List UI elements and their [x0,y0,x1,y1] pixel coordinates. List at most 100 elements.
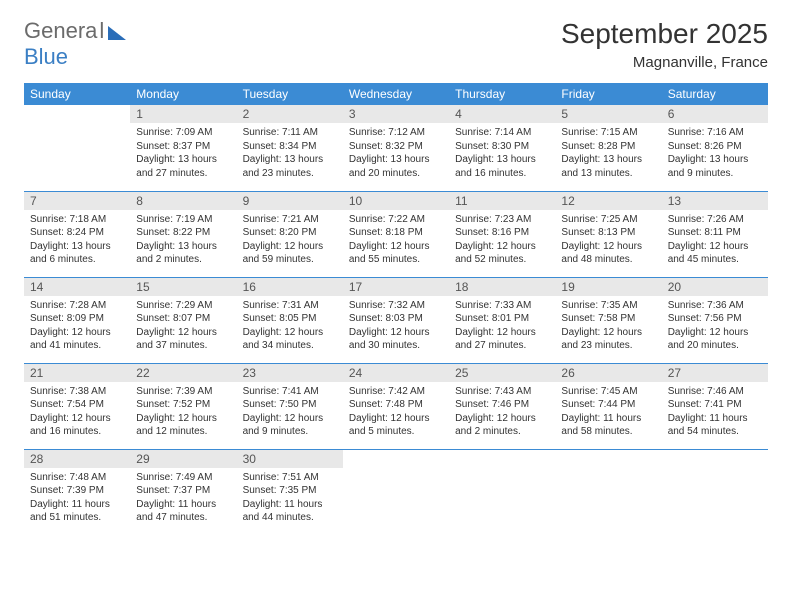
sunset-text: Sunset: 7:48 PM [349,398,443,412]
day-number: 27 [662,364,768,382]
sunset-text: Sunset: 8:16 PM [455,226,549,240]
day-number: 15 [130,278,236,296]
day-details: Sunrise: 7:36 AMSunset: 7:56 PMDaylight:… [662,296,768,359]
daylight-text: Daylight: 12 hours and 34 minutes. [243,326,337,353]
calendar-day-cell: 28Sunrise: 7:48 AMSunset: 7:39 PMDayligh… [24,449,130,535]
brand-part1: Genera [24,18,97,44]
sunrise-text: Sunrise: 7:16 AM [668,126,762,140]
daylight-text: Daylight: 12 hours and 16 minutes. [30,412,124,439]
weekday-header: Thursday [449,83,555,105]
daylight-text: Daylight: 12 hours and 5 minutes. [349,412,443,439]
day-details: Sunrise: 7:19 AMSunset: 8:22 PMDaylight:… [130,210,236,273]
day-details: Sunrise: 7:15 AMSunset: 8:28 PMDaylight:… [555,123,661,186]
calendar-table: Sunday Monday Tuesday Wednesday Thursday… [24,83,768,535]
sunset-text: Sunset: 7:58 PM [561,312,655,326]
daylight-text: Daylight: 12 hours and 52 minutes. [455,240,549,267]
calendar-day-cell [449,449,555,535]
day-details: Sunrise: 7:51 AMSunset: 7:35 PMDaylight:… [237,468,343,531]
sunset-text: Sunset: 8:30 PM [455,140,549,154]
sunset-text: Sunset: 7:37 PM [136,484,230,498]
sunset-text: Sunset: 8:05 PM [243,312,337,326]
calendar-day-cell: 3Sunrise: 7:12 AMSunset: 8:32 PMDaylight… [343,105,449,191]
day-number: 7 [24,192,130,210]
triangle-icon [108,26,126,40]
sunset-text: Sunset: 7:52 PM [136,398,230,412]
daylight-text: Daylight: 12 hours and 27 minutes. [455,326,549,353]
day-number: 17 [343,278,449,296]
day-number: 1 [130,105,236,123]
day-details: Sunrise: 7:14 AMSunset: 8:30 PMDaylight:… [449,123,555,186]
day-number: 16 [237,278,343,296]
daylight-text: Daylight: 12 hours and 20 minutes. [668,326,762,353]
weekday-header: Sunday [24,83,130,105]
brand-part3: Blue [24,44,68,69]
daylight-text: Daylight: 12 hours and 37 minutes. [136,326,230,353]
day-details: Sunrise: 7:39 AMSunset: 7:52 PMDaylight:… [130,382,236,445]
day-details: Sunrise: 7:29 AMSunset: 8:07 PMDaylight:… [130,296,236,359]
sunrise-text: Sunrise: 7:29 AM [136,299,230,313]
daylight-text: Daylight: 13 hours and 16 minutes. [455,153,549,180]
day-number: 23 [237,364,343,382]
calendar-day-cell: 29Sunrise: 7:49 AMSunset: 7:37 PMDayligh… [130,449,236,535]
day-details: Sunrise: 7:09 AMSunset: 8:37 PMDaylight:… [130,123,236,186]
sunrise-text: Sunrise: 7:14 AM [455,126,549,140]
day-number: 21 [24,364,130,382]
sunset-text: Sunset: 8:24 PM [30,226,124,240]
calendar-body: 1Sunrise: 7:09 AMSunset: 8:37 PMDaylight… [24,105,768,535]
brand-logo: General [24,18,128,44]
day-details: Sunrise: 7:26 AMSunset: 8:11 PMDaylight:… [662,210,768,273]
daylight-text: Daylight: 12 hours and 23 minutes. [561,326,655,353]
calendar-week-row: 14Sunrise: 7:28 AMSunset: 8:09 PMDayligh… [24,277,768,363]
day-number: 2 [237,105,343,123]
month-title: September 2025 [561,18,768,50]
day-details: Sunrise: 7:16 AMSunset: 8:26 PMDaylight:… [662,123,768,186]
daylight-text: Daylight: 11 hours and 44 minutes. [243,498,337,525]
day-details: Sunrise: 7:35 AMSunset: 7:58 PMDaylight:… [555,296,661,359]
calendar-day-cell: 14Sunrise: 7:28 AMSunset: 8:09 PMDayligh… [24,277,130,363]
title-block: September 2025 Magnanville, France [561,18,768,71]
sunset-text: Sunset: 8:07 PM [136,312,230,326]
daylight-text: Daylight: 13 hours and 20 minutes. [349,153,443,180]
weekday-header: Wednesday [343,83,449,105]
daylight-text: Daylight: 11 hours and 51 minutes. [30,498,124,525]
day-number: 18 [449,278,555,296]
calendar-day-cell: 27Sunrise: 7:46 AMSunset: 7:41 PMDayligh… [662,363,768,449]
sunrise-text: Sunrise: 7:25 AM [561,213,655,227]
sunrise-text: Sunrise: 7:23 AM [455,213,549,227]
calendar-day-cell: 13Sunrise: 7:26 AMSunset: 8:11 PMDayligh… [662,191,768,277]
sunset-text: Sunset: 8:32 PM [349,140,443,154]
calendar-day-cell: 22Sunrise: 7:39 AMSunset: 7:52 PMDayligh… [130,363,236,449]
daylight-text: Daylight: 12 hours and 12 minutes. [136,412,230,439]
calendar-week-row: 1Sunrise: 7:09 AMSunset: 8:37 PMDaylight… [24,105,768,191]
daylight-text: Daylight: 12 hours and 55 minutes. [349,240,443,267]
sunrise-text: Sunrise: 7:31 AM [243,299,337,313]
sunset-text: Sunset: 7:54 PM [30,398,124,412]
calendar-day-cell: 6Sunrise: 7:16 AMSunset: 8:26 PMDaylight… [662,105,768,191]
day-details: Sunrise: 7:22 AMSunset: 8:18 PMDaylight:… [343,210,449,273]
sunrise-text: Sunrise: 7:51 AM [243,471,337,485]
day-number: 20 [662,278,768,296]
day-number: 19 [555,278,661,296]
sunrise-text: Sunrise: 7:38 AM [30,385,124,399]
day-details: Sunrise: 7:32 AMSunset: 8:03 PMDaylight:… [343,296,449,359]
day-details: Sunrise: 7:31 AMSunset: 8:05 PMDaylight:… [237,296,343,359]
sunset-text: Sunset: 8:01 PM [455,312,549,326]
sunrise-text: Sunrise: 7:36 AM [668,299,762,313]
sunset-text: Sunset: 7:41 PM [668,398,762,412]
daylight-text: Daylight: 13 hours and 6 minutes. [30,240,124,267]
day-number: 6 [662,105,768,123]
calendar-day-cell: 24Sunrise: 7:42 AMSunset: 7:48 PMDayligh… [343,363,449,449]
day-number: 10 [343,192,449,210]
sunrise-text: Sunrise: 7:12 AM [349,126,443,140]
day-number: 14 [24,278,130,296]
sunrise-text: Sunrise: 7:22 AM [349,213,443,227]
daylight-text: Daylight: 12 hours and 45 minutes. [668,240,762,267]
sunrise-text: Sunrise: 7:33 AM [455,299,549,313]
daylight-text: Daylight: 13 hours and 2 minutes. [136,240,230,267]
calendar-day-cell [343,449,449,535]
day-details: Sunrise: 7:23 AMSunset: 8:16 PMDaylight:… [449,210,555,273]
calendar-day-cell [555,449,661,535]
day-number: 24 [343,364,449,382]
daylight-text: Daylight: 12 hours and 41 minutes. [30,326,124,353]
day-details: Sunrise: 7:18 AMSunset: 8:24 PMDaylight:… [24,210,130,273]
